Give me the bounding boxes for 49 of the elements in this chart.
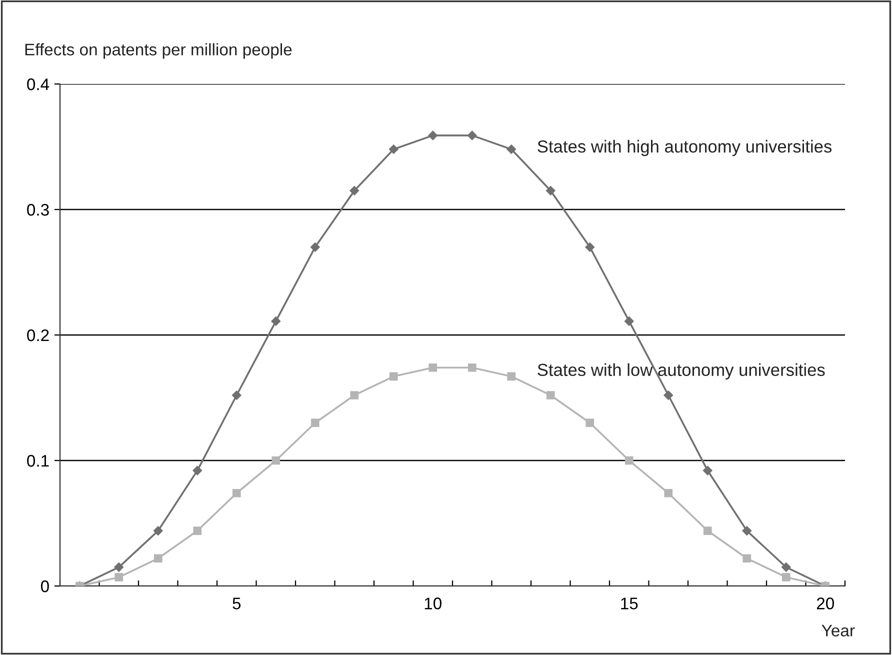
point — [507, 372, 516, 381]
point — [350, 391, 359, 400]
y-axis-title: Effects on patents per million people — [25, 43, 292, 59]
x-tick-label: 5 — [232, 598, 241, 610]
point — [585, 242, 594, 252]
point — [310, 242, 320, 252]
x-tick-label: 15 — [621, 598, 638, 610]
point — [664, 488, 673, 498]
point — [428, 130, 438, 140]
point — [389, 372, 398, 381]
point — [272, 456, 280, 465]
point — [742, 554, 752, 563]
y-tick-label: 0.3 — [27, 204, 49, 216]
point — [624, 456, 634, 465]
point — [310, 418, 320, 428]
point — [546, 186, 556, 196]
point — [232, 488, 241, 498]
point — [546, 391, 555, 400]
point — [350, 186, 359, 196]
point — [506, 144, 516, 154]
point — [114, 562, 124, 572]
point — [703, 466, 712, 476]
point — [782, 573, 790, 582]
point — [154, 526, 163, 536]
point — [389, 144, 398, 154]
point — [468, 363, 476, 372]
point — [232, 390, 242, 400]
series-label: States with low autonomy universities — [538, 363, 825, 380]
point — [114, 573, 124, 582]
point — [586, 418, 594, 428]
x-tick-label: 10 — [424, 598, 442, 610]
y-tick-label: 0.2 — [27, 329, 49, 342]
x-tick-label: 20 — [816, 598, 834, 610]
point — [468, 130, 477, 140]
point — [703, 526, 712, 535]
y-tick-label: 0 — [40, 580, 49, 592]
y-tick-label: 0.1 — [27, 454, 49, 467]
point — [271, 316, 280, 326]
point — [428, 363, 438, 372]
x-axis-title: Year — [822, 624, 855, 636]
point — [742, 526, 752, 536]
point — [192, 466, 202, 476]
point — [624, 316, 634, 326]
point — [782, 562, 791, 572]
y-tick-label: 0.4 — [27, 78, 50, 90]
point — [154, 554, 162, 563]
point — [193, 526, 202, 535]
point — [664, 390, 673, 400]
series-label: States with high autonomy universities — [538, 140, 832, 156]
